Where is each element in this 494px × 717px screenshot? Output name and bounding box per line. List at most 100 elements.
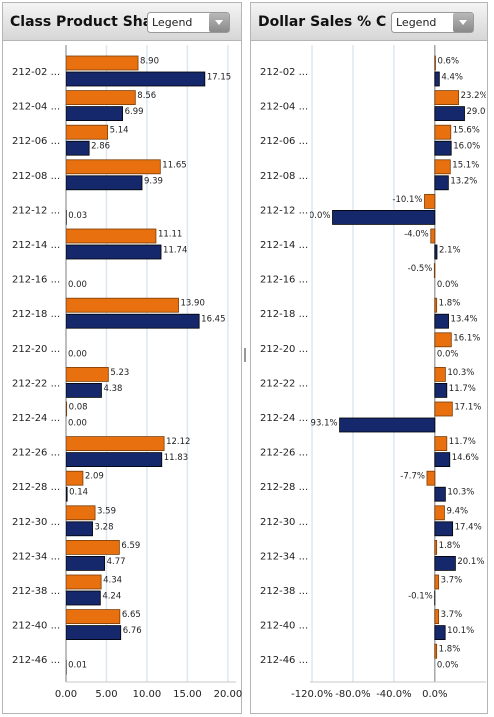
- bar: [434, 625, 446, 640]
- value-label: 3.59: [97, 506, 116, 516]
- value-label: -0.5%: [408, 264, 433, 274]
- bar: [66, 175, 143, 191]
- value-label: 14.6%: [452, 453, 479, 463]
- value-label: 0.08: [69, 403, 88, 413]
- bar: [434, 124, 452, 140]
- value-label: 2.86: [91, 142, 110, 152]
- value-label: 0.00: [68, 280, 87, 290]
- value-label: 1.8%: [439, 299, 461, 309]
- bar: [66, 382, 102, 398]
- value-label: 13.4%: [451, 315, 478, 325]
- value-label: 13.90: [181, 299, 205, 309]
- value-label: 0.03: [68, 211, 87, 221]
- category-label: 212-34 ...: [12, 551, 60, 562]
- value-label: 16.45: [201, 315, 225, 325]
- bar: [66, 140, 90, 156]
- value-label: -0.1%: [408, 592, 433, 602]
- value-label: 10.1%: [447, 626, 474, 636]
- bar: [339, 417, 436, 433]
- value-label: 10.3%: [447, 488, 474, 498]
- category-label: 212-38 ...: [12, 586, 60, 597]
- bar: [66, 486, 68, 502]
- dropdown-arrow: [459, 20, 467, 25]
- category-label: 212-40 ...: [12, 621, 60, 632]
- category-label: 212-40 ...: [260, 621, 308, 632]
- value-label: 2.09: [85, 472, 104, 482]
- bar: [66, 436, 165, 452]
- value-label: 3.28: [95, 522, 114, 532]
- legend-label[interactable]: Legend: [396, 16, 436, 29]
- value-label: 4.34: [103, 576, 122, 586]
- bar: [66, 313, 200, 329]
- category-label: 212-04 ...: [260, 102, 308, 113]
- value-label: 0.14: [69, 488, 88, 498]
- bar: [434, 71, 440, 87]
- value-label: 3.7%: [441, 576, 463, 586]
- value-label: 9.4%: [446, 506, 468, 516]
- value-label: -4.0%: [404, 230, 429, 240]
- value-label: 6.59: [121, 541, 140, 551]
- bar: [434, 574, 440, 590]
- bar: [66, 452, 163, 468]
- bar: [424, 193, 436, 209]
- bar: [66, 574, 102, 590]
- value-label: 0.00: [68, 349, 87, 359]
- category-label: 212-26 ...: [260, 448, 308, 459]
- bar: [332, 209, 436, 225]
- bar: [434, 452, 451, 468]
- value-label: -10.1%: [392, 195, 422, 205]
- value-label: -7.7%: [400, 472, 425, 482]
- value-label: 17.4%: [455, 522, 482, 532]
- value-label: -100.0%: [295, 211, 330, 221]
- value-label: 16.1%: [453, 333, 480, 343]
- value-label: 4.24: [102, 592, 121, 602]
- bar: [434, 90, 459, 105]
- category-label: 212-26 ...: [12, 448, 60, 459]
- bar: [434, 521, 454, 537]
- value-label: 17.15: [207, 73, 231, 83]
- bar: [66, 556, 106, 571]
- plot: 8.90 17.15 8.56 6.99 5.142.86 11.65 9.39 0.03 11…: [66, 55, 231, 675]
- bar: [66, 609, 121, 624]
- x-tick-label: 5.00: [95, 689, 117, 700]
- bar: [66, 470, 84, 486]
- x-tick-label: 15.00: [173, 689, 202, 700]
- bar: [434, 313, 449, 329]
- value-label: 8.56: [137, 91, 156, 101]
- bar: [430, 228, 436, 244]
- bar: [434, 140, 452, 156]
- value-label: 1.8%: [439, 645, 461, 655]
- value-label: 3.7%: [441, 610, 463, 620]
- bar: [434, 556, 456, 571]
- category-label: 212-06 ...: [260, 136, 308, 147]
- value-label: 6.76: [123, 626, 142, 636]
- bar: [66, 366, 109, 382]
- category-label: 212-18 ...: [12, 309, 60, 320]
- x-tick-label: -80.0%: [335, 689, 370, 700]
- legend-label[interactable]: Legend: [152, 16, 192, 29]
- bar: [434, 540, 438, 555]
- category-label: 212-04 ...: [12, 102, 60, 113]
- value-label: 5.14: [110, 126, 129, 136]
- value-label: 13.2%: [450, 176, 477, 186]
- splitter-handle[interactable]: [244, 348, 246, 362]
- bar: [66, 159, 161, 175]
- value-label: 11.11: [158, 230, 182, 240]
- bar: [434, 244, 438, 260]
- dropdown-arrow: [215, 20, 223, 25]
- x-tick-label: -120.0%: [291, 689, 333, 700]
- value-label: 2.1%: [439, 246, 461, 256]
- category-label: 212-30 ...: [12, 517, 60, 528]
- category-label: 212-12 ...: [12, 205, 60, 216]
- value-label: 11.65: [162, 160, 186, 170]
- category-label: 212-46 ...: [12, 655, 60, 666]
- bar: [434, 643, 438, 659]
- value-label: 11.7%: [449, 384, 476, 394]
- value-label: 15.6%: [453, 126, 480, 136]
- value-label: 0.0%: [437, 661, 459, 671]
- bar: [434, 609, 440, 624]
- category-label: 212-06 ...: [12, 136, 60, 147]
- x-tick-label: 0.00: [55, 689, 77, 700]
- category-label: 212-16 ...: [12, 275, 60, 286]
